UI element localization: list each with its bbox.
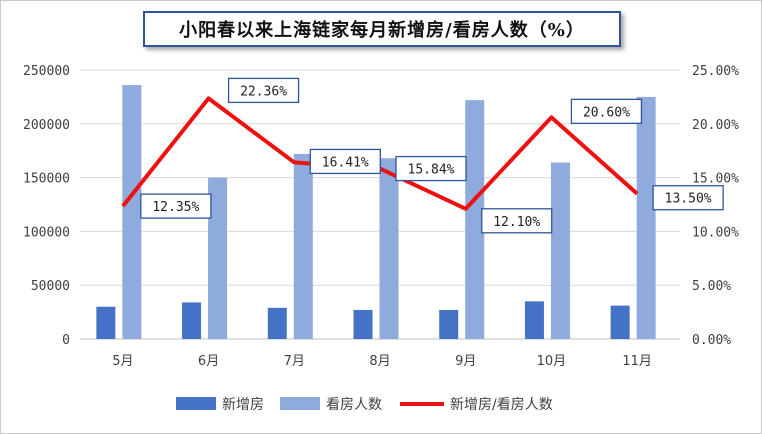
bar-new-listings xyxy=(524,301,544,339)
left-axis-tick-label: 50000 xyxy=(31,279,70,294)
right-axis-tick-label: 10.00% xyxy=(692,225,739,240)
legend-label-new-listings: 新增房 xyxy=(222,397,264,413)
right-axis-tick-label: 20.00% xyxy=(692,118,739,133)
bar-viewers xyxy=(465,100,485,340)
left-axis-tick-label: 250000 xyxy=(23,64,70,79)
data-label: 22.36% xyxy=(240,84,287,99)
x-axis-category-label: 11月 xyxy=(622,354,652,369)
legend-swatch-new-listings xyxy=(176,397,216,410)
x-axis-category-label: 6月 xyxy=(198,354,219,369)
bar-new-listings xyxy=(353,309,373,339)
data-label: 16.41% xyxy=(322,155,369,170)
legend-label-ratio: 新增房/看房人数 xyxy=(450,397,553,413)
bar-new-listings xyxy=(96,306,116,339)
right-axis-tick-label: 5.00% xyxy=(692,279,731,294)
chart-title: 小阳春以来上海链家每月新增房/看房人数（%） xyxy=(143,11,621,47)
data-label: 15.84% xyxy=(408,163,455,178)
data-label: 13.50% xyxy=(665,192,712,207)
data-label: 12.10% xyxy=(493,215,540,230)
x-axis-category-label: 5月 xyxy=(112,354,133,369)
bar-viewers xyxy=(550,162,570,339)
x-axis-category-label: 9月 xyxy=(455,354,476,369)
data-label-box xyxy=(140,193,212,219)
data-label-box xyxy=(570,98,643,124)
data-label-box xyxy=(395,155,467,182)
data-label-box xyxy=(309,148,381,175)
bar-viewers xyxy=(379,158,399,339)
data-label-box xyxy=(481,208,553,234)
left-axis-tick-label: 200000 xyxy=(23,118,70,133)
right-axis-tick-label: 15.00% xyxy=(692,172,739,187)
bar-viewers xyxy=(293,153,313,339)
left-axis-tick-label: 0 xyxy=(62,333,70,348)
legend-label-viewers: 看房人数 xyxy=(326,397,382,413)
x-axis-category-label: 8月 xyxy=(369,354,390,369)
right-axis-tick-label: 25.00% xyxy=(692,64,739,79)
bar-viewers xyxy=(636,96,656,340)
right-axis-tick-label: 0.00% xyxy=(692,333,731,348)
bar-new-listings xyxy=(610,305,630,339)
bar-viewers xyxy=(208,177,228,339)
data-label-box xyxy=(652,185,724,211)
bar-viewers xyxy=(122,85,142,340)
left-axis-tick-label: 150000 xyxy=(23,172,70,187)
left-axis-tick-label: 100000 xyxy=(23,225,70,240)
x-axis-category-label: 10月 xyxy=(537,354,567,369)
legend-swatch-viewers xyxy=(280,397,320,410)
bar-new-listings xyxy=(267,307,287,339)
x-axis-category-label: 7月 xyxy=(284,354,305,369)
data-label-box xyxy=(227,77,300,104)
data-label: 12.35% xyxy=(152,200,199,215)
bar-new-listings xyxy=(182,302,202,339)
bar-new-listings xyxy=(439,309,459,339)
data-label: 20.60% xyxy=(583,105,630,120)
